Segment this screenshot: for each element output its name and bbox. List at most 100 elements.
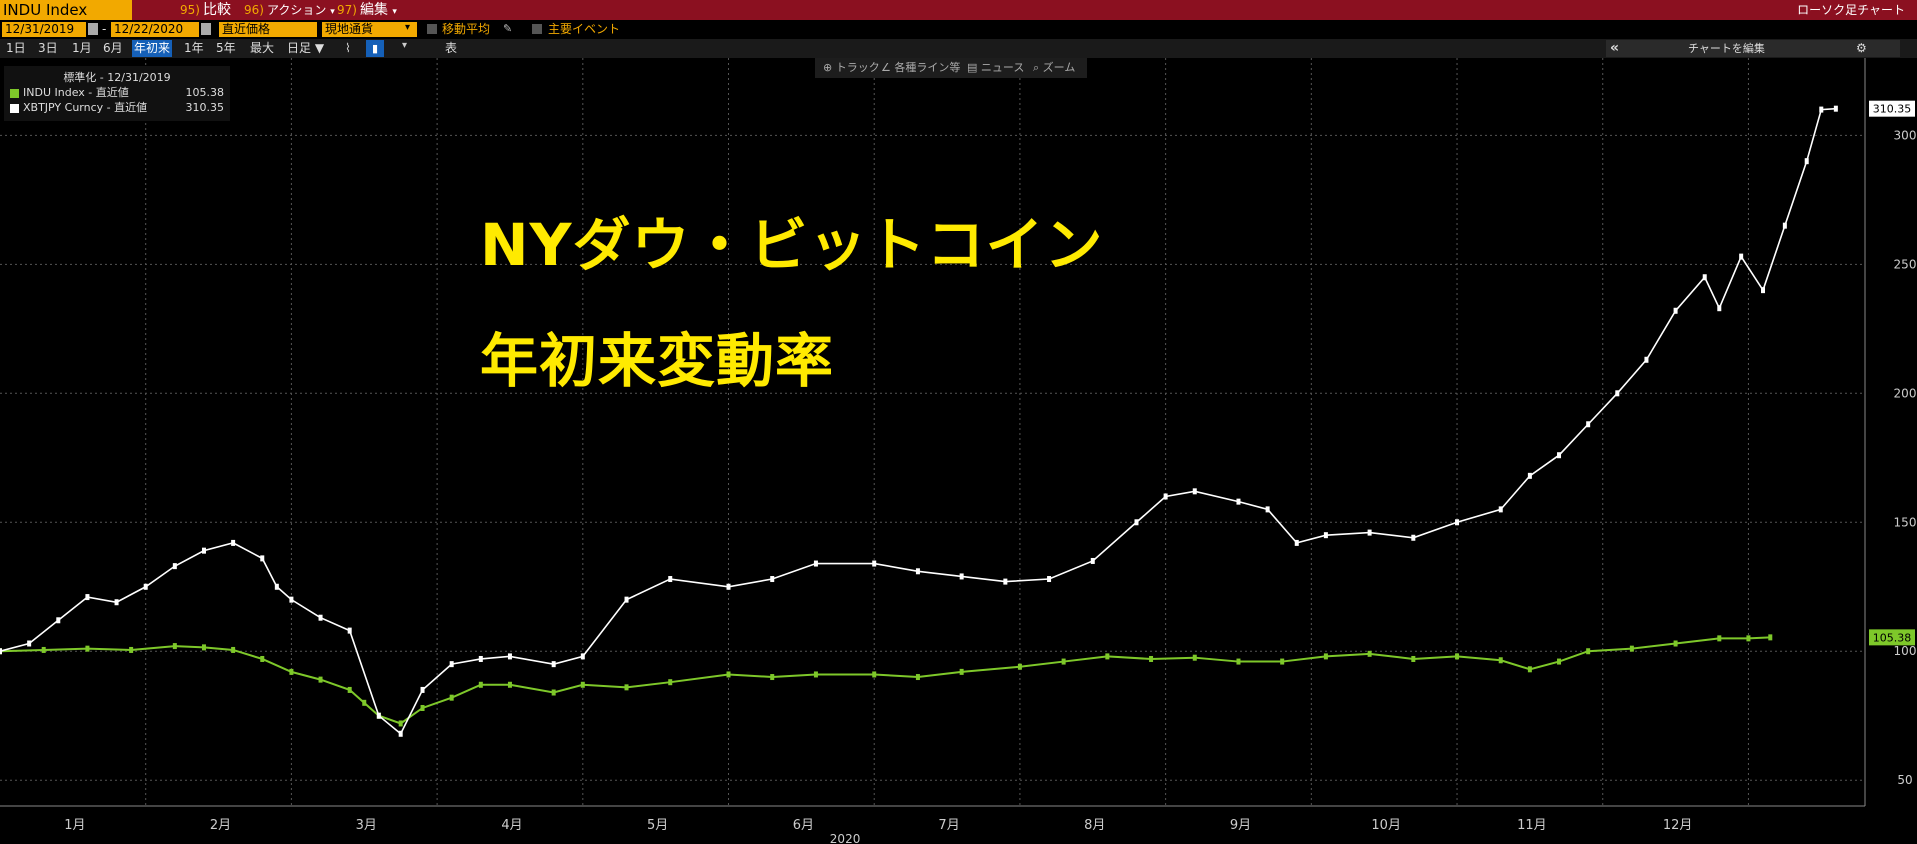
data-point xyxy=(1527,666,1532,673)
chevron-down-icon[interactable]: ▾ xyxy=(405,22,411,33)
edit-button[interactable]: 97) 編集 ▾ xyxy=(337,0,397,20)
data-point xyxy=(726,583,731,590)
lines-tool[interactable]: ∠ 各種ライン等 xyxy=(881,61,961,74)
period-2[interactable]: 1月 xyxy=(72,41,92,55)
data-point xyxy=(668,679,673,686)
data-point xyxy=(1782,222,1787,229)
action-button[interactable]: 96) アクション ▾ xyxy=(244,0,335,20)
data-point xyxy=(1717,635,1722,642)
gear-icon[interactable]: ⚙ xyxy=(1856,41,1867,55)
data-point xyxy=(726,671,731,678)
x-tick-label: 10月 xyxy=(1371,818,1401,833)
period-0[interactable]: 1日 xyxy=(6,41,26,55)
x-tick-label: 8月 xyxy=(1084,818,1105,833)
data-point xyxy=(1557,658,1562,665)
zoom-tool[interactable]: ⌕ ズーム xyxy=(1033,61,1076,74)
y-tick-label: 200 xyxy=(1894,386,1917,400)
data-point xyxy=(143,583,148,590)
x-tick-label: 6月 xyxy=(793,818,814,833)
series-line-1 xyxy=(0,107,1836,736)
data-point xyxy=(1017,663,1022,670)
compare-button[interactable]: 95) 比較 xyxy=(180,0,231,20)
data-point xyxy=(1411,534,1416,541)
period-8[interactable]: 日足 ▼ xyxy=(287,41,325,55)
edit-chart-button[interactable]: チャートを編集 xyxy=(1688,42,1765,55)
data-point xyxy=(580,681,585,688)
data-point xyxy=(85,645,90,652)
last-value-tag xyxy=(1869,100,1915,117)
period-1[interactable]: 3日 xyxy=(38,41,58,55)
data-point xyxy=(1833,105,1838,112)
data-point xyxy=(551,661,556,668)
x-tick-label: 4月 xyxy=(501,818,522,833)
top-toolbar: INDU Index 95) 比較 96) アクション ▾ 97) 編集 ▾ ローソク… xyxy=(0,0,1917,20)
data-point xyxy=(1003,578,1008,585)
pencil-icon[interactable]: ✎ xyxy=(503,22,513,35)
data-point xyxy=(478,681,483,688)
data-point xyxy=(1149,655,1154,662)
period-7[interactable]: 最大 xyxy=(250,41,275,55)
period-4[interactable]: 年初来 xyxy=(132,40,173,57)
data-point xyxy=(1192,488,1197,495)
chart-toolbox: ⊕ トラック ∠ 各種ライン等 ▤ ニュース ⌕ ズーム xyxy=(815,58,1087,78)
data-point xyxy=(813,671,818,678)
price-field-select[interactable]: 直近価格 xyxy=(219,22,317,37)
data-point xyxy=(56,617,61,624)
data-point xyxy=(347,686,352,693)
currency-select[interactable]: 現地通貨 xyxy=(322,22,417,37)
data-point xyxy=(1629,645,1634,652)
edit-label: 編集 xyxy=(359,2,388,18)
moving-average-checkbox[interactable] xyxy=(427,24,437,34)
legend-item[interactable]: XBTJPY Curncy - 直近値 310.35 xyxy=(10,101,228,115)
track-tool[interactable]: ⊕ トラック xyxy=(823,61,880,74)
data-point xyxy=(1673,640,1678,647)
legend-header: 標準化 - 12/31/2019 xyxy=(63,71,171,84)
period-5[interactable]: 1年 xyxy=(184,41,204,55)
candle-icon[interactable]: ▮ xyxy=(366,40,384,57)
end-date-field[interactable]: 12/22/2020 xyxy=(111,22,199,37)
compare-label: 比較 xyxy=(202,2,231,18)
chevron-down-icon[interactable]: ▾ xyxy=(402,40,408,51)
data-point xyxy=(1047,576,1052,583)
price-chart: 50 100 150 200 250 300 1月 2月 3月 4月 5月 6月 7月 8月 9月 10月 11… xyxy=(0,58,1917,844)
data-point xyxy=(201,547,206,554)
last-value-tag xyxy=(1869,629,1915,646)
start-date-field[interactable]: 12/31/2019 xyxy=(2,22,86,37)
series-line-0 xyxy=(0,636,1771,725)
chart-type-label[interactable]: ローソク足チャート xyxy=(1797,3,1905,17)
overlay-title-line2: 年初来変動率 xyxy=(480,327,835,395)
data-point xyxy=(580,653,585,660)
main-events-checkbox[interactable] xyxy=(532,24,542,34)
data-point xyxy=(668,576,673,583)
data-point xyxy=(318,614,323,621)
calendar-icon[interactable] xyxy=(201,23,211,35)
x-tick-label: 3月 xyxy=(356,818,377,833)
calendar-icon[interactable] xyxy=(88,23,98,35)
period-3[interactable]: 6月 xyxy=(103,41,123,55)
data-point xyxy=(1134,519,1139,526)
data-point xyxy=(507,681,512,688)
legend-item[interactable]: INDU Index - 直近値 105.38 xyxy=(10,86,228,100)
data-point xyxy=(289,596,294,603)
data-point xyxy=(1367,529,1372,536)
table-button[interactable]: 表 xyxy=(445,41,458,55)
data-point xyxy=(1323,532,1328,539)
line-chart-icon[interactable]: ⌇ xyxy=(345,41,351,55)
legend-name: INDU Index - 直近値 xyxy=(23,86,129,99)
moving-average-label: 移動平均 xyxy=(442,22,491,36)
data-point xyxy=(1819,106,1824,113)
period-6[interactable]: 5年 xyxy=(216,41,236,55)
data-point xyxy=(0,648,2,655)
data-point xyxy=(420,686,425,693)
data-point xyxy=(1192,654,1197,661)
edit-num: 97) xyxy=(337,3,357,17)
ticker-field[interactable]: INDU Index xyxy=(0,0,132,20)
x-tick-label: 5月 xyxy=(647,818,668,833)
data-point xyxy=(274,583,279,590)
x-tick-label: 7月 xyxy=(938,818,959,833)
news-tool[interactable]: ▤ ニュース xyxy=(967,61,1025,74)
data-point xyxy=(507,653,512,660)
data-point xyxy=(1615,390,1620,397)
data-point xyxy=(959,668,964,675)
collapse-icon[interactable]: « xyxy=(1610,40,1620,56)
